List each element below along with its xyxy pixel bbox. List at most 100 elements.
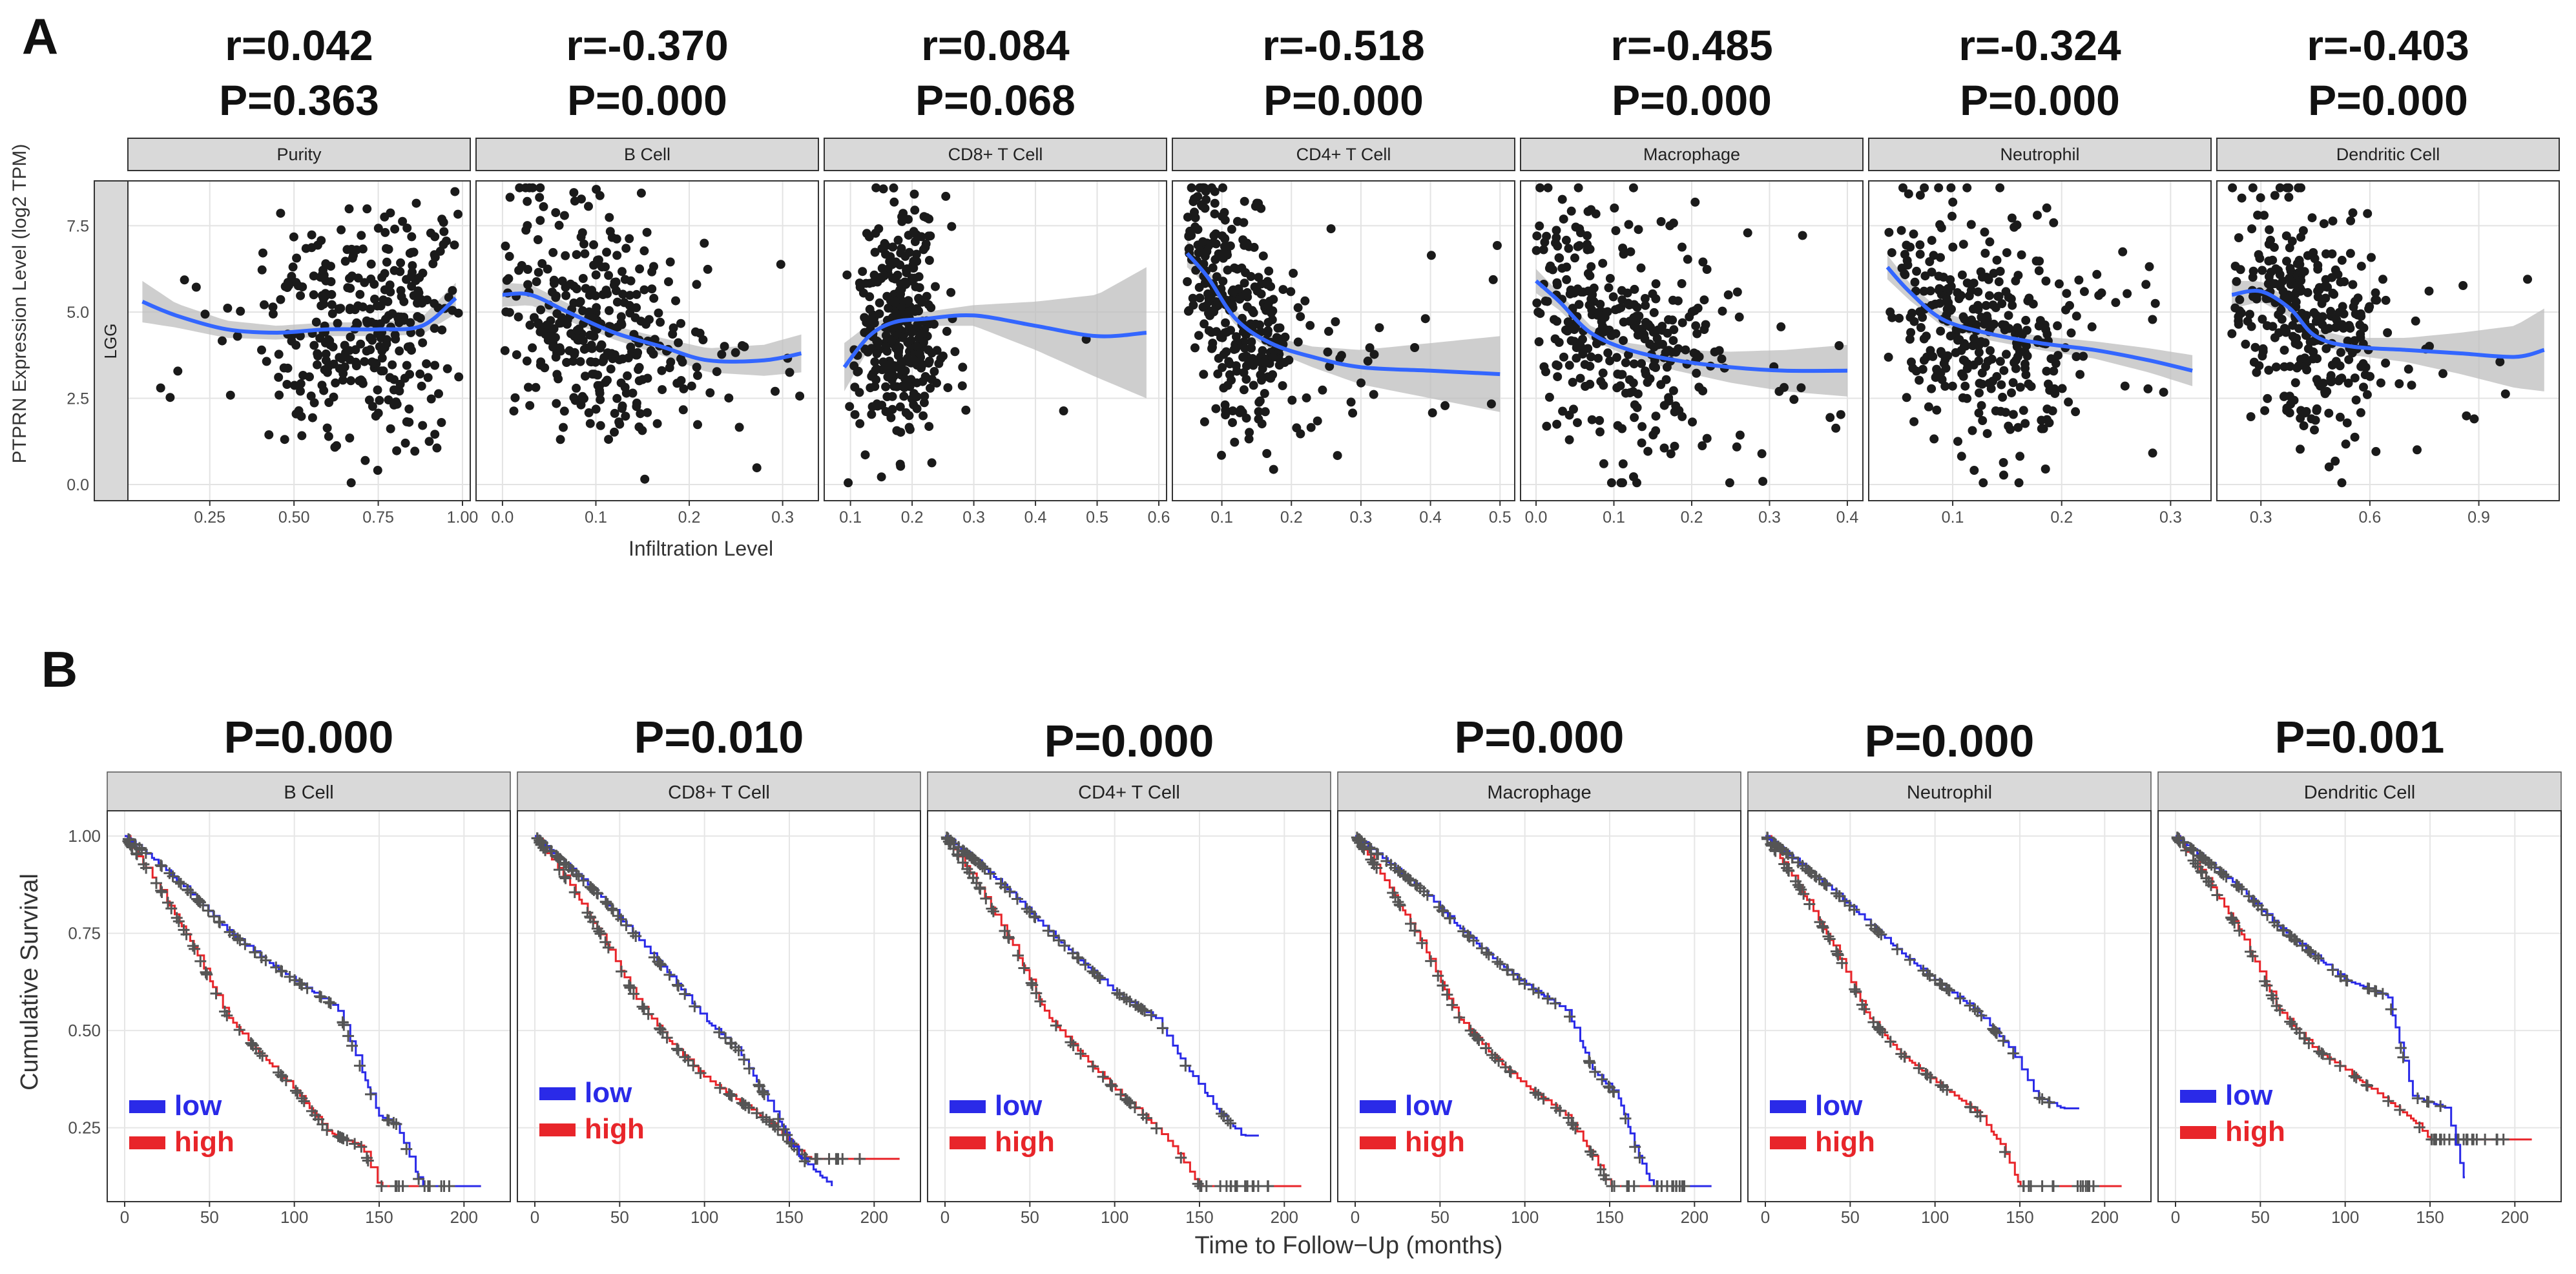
censor-mark [1891, 943, 1904, 956]
scatter-point [399, 297, 409, 306]
censor-mark [1519, 977, 1531, 990]
x-tick-label: 0.75 [362, 508, 394, 527]
censor-mark [1772, 841, 1785, 853]
scatter-point [2072, 311, 2081, 321]
x-tick-label: 0.1 [1603, 508, 1625, 527]
scatter-point [1995, 357, 2005, 366]
scatter-point [1570, 253, 1579, 263]
censor-mark [2460, 1133, 2473, 1145]
censor-mark [1067, 1039, 1079, 1052]
trend-line [1535, 279, 1848, 373]
scatter-point [1692, 329, 1702, 339]
scatter-point [634, 362, 644, 372]
censor-mark [1156, 1022, 1169, 1034]
scatter-point [1962, 393, 1972, 403]
scatter-point [559, 423, 568, 432]
censor-mark [1394, 899, 1406, 912]
legend-swatch-high [2180, 1126, 2216, 1139]
scatter-point [2343, 336, 2353, 346]
scatter-point [317, 301, 326, 311]
censor-mark [1494, 958, 1506, 970]
censor-mark [1563, 1112, 1575, 1124]
scatter-point [1973, 305, 1983, 315]
censor-mark [1584, 1145, 1597, 1158]
scatter-point [326, 262, 335, 271]
scatter-point [927, 375, 937, 384]
censor-mark [2350, 1071, 2362, 1083]
scatter-point [1275, 323, 1285, 333]
censor-mark [1050, 1019, 1062, 1032]
scatter-point [292, 253, 302, 263]
scatter-point [1194, 331, 1203, 340]
x-tick-label: 100 [1921, 1207, 1949, 1227]
censor-marks-high [534, 837, 866, 1165]
scatter-point [1219, 383, 1229, 393]
scatter-point [1968, 341, 1978, 350]
scatter-point [679, 384, 689, 393]
scatter-point [1998, 392, 2008, 402]
censor-mark [720, 1032, 732, 1044]
scatter-point [1925, 257, 1935, 266]
scatter-point [1187, 231, 1196, 240]
scatter-point [666, 357, 676, 367]
x-tick-label: 0.2 [901, 508, 924, 527]
scatter-point [2338, 324, 2348, 333]
scatter-point [884, 303, 893, 313]
censor-mark [1476, 942, 1488, 954]
censor-mark [966, 851, 978, 864]
scatter-point [640, 474, 650, 484]
scatter-point [577, 392, 587, 401]
scatter-point [2247, 322, 2256, 331]
plot-area [2158, 811, 2561, 1202]
scatter-point [628, 388, 638, 398]
censor-mark [655, 959, 667, 971]
scatter-point [1637, 422, 1647, 432]
scatter-point [512, 350, 521, 360]
scatter-point [1218, 362, 1227, 372]
censor-marks-high [941, 833, 1274, 1192]
scatter-point [1561, 235, 1571, 245]
scatter-point [510, 393, 520, 402]
censor-mark [167, 870, 179, 882]
scatter-point [591, 404, 601, 414]
scatter-point [1221, 405, 1231, 415]
x-tick-label: 0.0 [492, 508, 514, 527]
scatter-point [1648, 289, 1657, 298]
scatter-point [1946, 331, 1955, 341]
scatter-point [1732, 442, 1741, 452]
censor-mark [2327, 964, 2339, 976]
censor-mark [1489, 1052, 1501, 1064]
scatter-point [914, 306, 924, 316]
scatter-point [370, 295, 379, 304]
censor-mark [213, 915, 225, 928]
censor-mark [165, 903, 178, 915]
scatter-point [1543, 183, 1553, 193]
scatter-point [291, 340, 301, 350]
censor-mark [1405, 917, 1417, 930]
scatter-point [1557, 264, 1567, 273]
censor-mark [2231, 879, 2243, 892]
scatter-point [1934, 183, 1944, 193]
scatter-point [1617, 370, 1627, 379]
scatter-point [1948, 242, 1958, 252]
scatter-point [2364, 304, 2374, 313]
scatter-point [400, 373, 410, 383]
censor-mark [1964, 999, 1976, 1012]
censor-mark [1053, 934, 1065, 946]
scatter-point [289, 381, 299, 390]
censor-mark [1529, 1087, 1541, 1099]
scatter-point [413, 312, 422, 321]
scatter-point [656, 317, 665, 327]
scatter-point [551, 352, 561, 362]
scatter-point [569, 393, 579, 402]
scatter-point [1994, 277, 2004, 287]
scatter-point [338, 369, 348, 379]
censor-mark [1368, 858, 1380, 870]
scatter-point [1232, 366, 1241, 376]
censor-mark [1123, 1096, 1136, 1109]
scatter-point [2053, 321, 2062, 331]
scatter-point [297, 431, 307, 441]
scatter-point [1909, 417, 1919, 426]
scatter-point [1217, 450, 1226, 460]
scatter-point [340, 256, 350, 266]
